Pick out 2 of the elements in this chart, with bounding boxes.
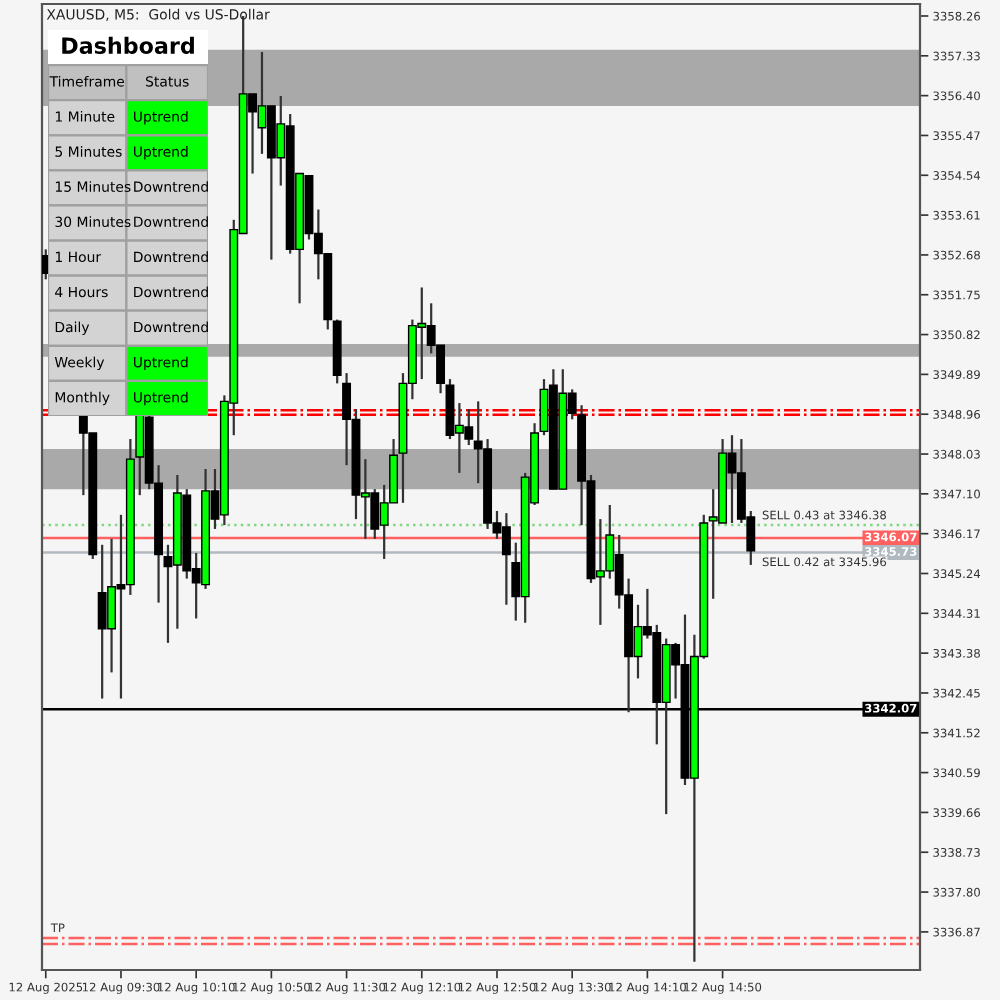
candlestick bbox=[501, 512, 511, 606]
text: Dashboard bbox=[62, 36, 194, 54]
